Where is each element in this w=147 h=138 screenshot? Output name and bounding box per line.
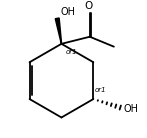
Polygon shape (55, 18, 62, 44)
Text: or1: or1 (95, 87, 106, 93)
Text: OH: OH (123, 104, 138, 114)
Text: or1: or1 (66, 50, 77, 55)
Text: OH: OH (60, 7, 75, 17)
Text: O: O (84, 1, 92, 10)
